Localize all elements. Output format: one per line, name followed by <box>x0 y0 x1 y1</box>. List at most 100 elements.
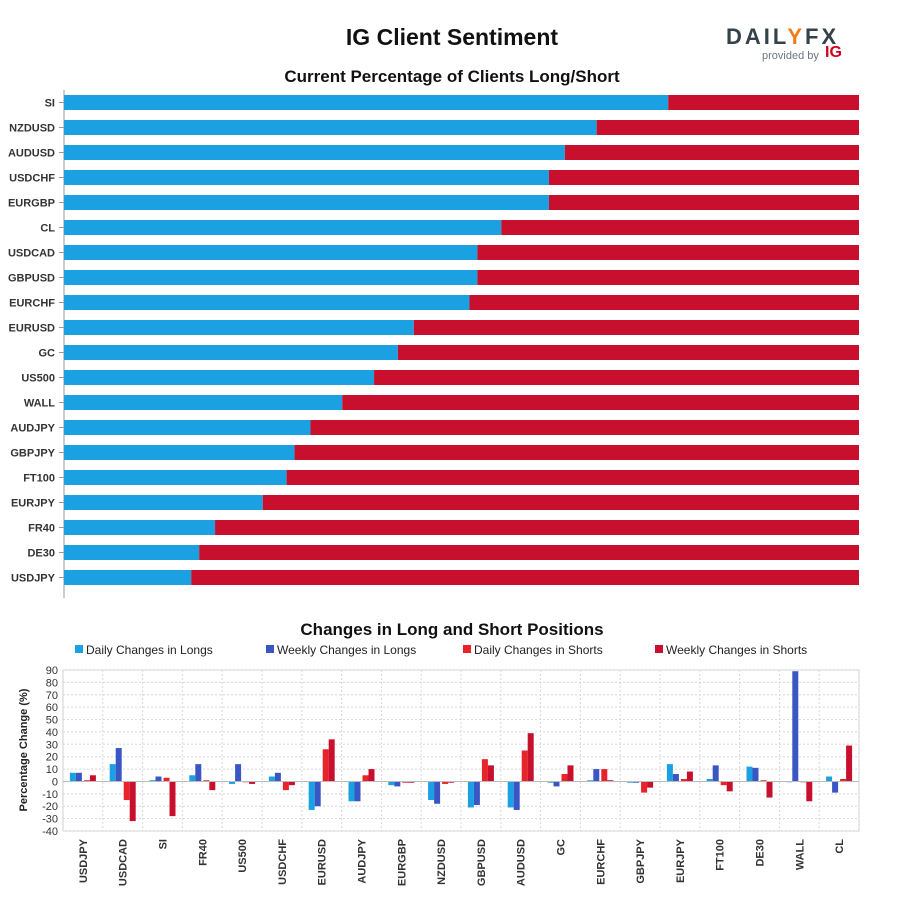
short-bar-nzdusd <box>596 120 859 135</box>
daily-longs-bar-eurchf <box>587 780 594 782</box>
daily-shorts-bar-fr40 <box>203 780 210 782</box>
y-axis-label: Percentage Change (%) <box>18 688 30 811</box>
weekly-shorts-bar-ft100 <box>726 781 733 792</box>
weekly-shorts-bar-eurusd <box>328 739 335 782</box>
x-tick-label-eurchf: EURCHF <box>595 839 607 885</box>
y-tick-label-usdcad: USDCAD <box>8 248 55 260</box>
weekly-shorts-bar-de30 <box>766 781 773 798</box>
daily-longs-bar-gc <box>547 781 554 783</box>
short-bar-audjpy <box>310 420 859 435</box>
weekly-longs-bar-us500 <box>235 764 242 782</box>
y-tick-label-gc: GC <box>39 348 56 360</box>
x-tick-label-nzdusd: NZDUSD <box>436 839 448 885</box>
short-bar-audusd <box>564 145 859 160</box>
logo-provided-by: provided by <box>762 50 819 62</box>
daily-longs-bar-audjpy <box>348 781 355 802</box>
daily-longs-bar-usdcad <box>109 764 116 782</box>
long-bar-fr40 <box>64 520 216 535</box>
long-bar-eurjpy <box>64 495 263 510</box>
long-bar-nzdusd <box>64 120 597 135</box>
daily-shorts-bar-eurjpy <box>680 778 687 782</box>
daily-shorts-bar-gbpusd <box>481 759 488 782</box>
long-bar-eurchf <box>64 295 470 310</box>
legend-label-weekly-shorts: Weekly Changes in Shorts <box>666 643 807 657</box>
daily-longs-bar-gbpjpy <box>627 781 634 783</box>
sentiment-chart-title: Current Percentage of Clients Long/Short <box>284 67 620 86</box>
x-tick-label-gbpjpy: GBPJPY <box>635 838 647 883</box>
daily-shorts-bar-gc <box>561 774 568 782</box>
x-tick-label-us500: US500 <box>237 839 249 873</box>
weekly-longs-bar-gbpjpy <box>633 781 640 783</box>
y-tick-label-usdchf: USDCHF <box>9 173 55 185</box>
short-bar-us500 <box>374 370 859 385</box>
y-tick-label-ft100: FT100 <box>23 473 55 485</box>
weekly-longs-bar-cl <box>832 781 839 793</box>
y-tick-label: -10 <box>42 789 58 801</box>
daily-longs-bar-eurjpy <box>666 764 673 782</box>
daily-longs-bar-eurusd <box>308 781 315 810</box>
y-tick-label: 60 <box>46 702 58 714</box>
y-tick-label-us500: US500 <box>21 373 55 385</box>
daily-longs-bar-usdchf <box>268 776 275 782</box>
daily-shorts-bar-usdchf <box>282 781 289 791</box>
y-tick-label-eurjpy: EURJPY <box>11 498 56 510</box>
y-tick-label: -30 <box>42 814 58 826</box>
legend-swatch-daily-shorts <box>463 645 471 653</box>
weekly-shorts-bar-usdcad <box>129 781 136 822</box>
dailyfx-logo: DAILYFX provided by IG <box>724 24 848 68</box>
weekly-longs-bar-eurusd <box>314 781 321 807</box>
short-bar-si <box>668 95 859 110</box>
y-tick-label: 0 <box>52 776 58 788</box>
short-bar-wall <box>342 395 859 410</box>
daily-shorts-bar-gbpjpy <box>641 781 648 793</box>
short-bar-fr40 <box>215 520 860 535</box>
short-bar-eurgbp <box>548 195 859 210</box>
weekly-longs-bar-ft100 <box>712 765 719 782</box>
changes-chart-title: Changes in Long and Short Positions <box>300 620 604 639</box>
long-bar-audjpy <box>64 420 311 435</box>
short-bar-eurjpy <box>262 495 859 510</box>
daily-longs-bar-si <box>149 780 156 782</box>
x-tick-label-wall: WALL <box>794 839 806 870</box>
weekly-longs-bar-eurjpy <box>672 774 679 782</box>
daily-longs-bar-cl <box>826 776 833 782</box>
daily-shorts-bar-audusd <box>521 750 528 782</box>
weekly-shorts-bar-us500 <box>249 781 256 784</box>
y-tick-label-audusd: AUDUSD <box>8 148 55 160</box>
x-tick-label-ft100: FT100 <box>715 839 727 871</box>
long-bar-cl <box>64 220 502 235</box>
daily-shorts-bar-usdcad <box>123 781 130 801</box>
weekly-shorts-bar-eurgbp <box>408 781 415 783</box>
logo-wordmark: DAILYFX <box>726 24 840 49</box>
weekly-shorts-bar-audjpy <box>368 769 375 782</box>
daily-shorts-bar-usdjpy <box>83 780 90 782</box>
short-bar-de30 <box>199 545 859 560</box>
legend-label-weekly-longs: Weekly Changes in Longs <box>277 643 416 657</box>
short-bar-gbpusd <box>477 270 859 285</box>
long-bar-usdcad <box>64 245 478 260</box>
weekly-longs-bar-gbpusd <box>473 781 480 805</box>
weekly-longs-bar-wall <box>792 671 799 782</box>
daily-longs-bar-audusd <box>507 781 514 808</box>
x-tick-label-de30: DE30 <box>755 839 767 867</box>
short-bar-usdchf <box>548 170 859 185</box>
long-bar-audusd <box>64 145 565 160</box>
short-bar-eurchf <box>469 295 859 310</box>
y-tick-label: 50 <box>46 715 58 727</box>
long-bar-gbpusd <box>64 270 478 285</box>
weekly-shorts-bar-usdchf <box>288 781 295 786</box>
weekly-shorts-bar-wall <box>806 781 813 802</box>
y-tick-label: 80 <box>46 677 58 689</box>
daily-longs-bar-de30 <box>746 766 753 782</box>
daily-longs-bar-eurgbp <box>388 781 395 786</box>
long-bar-wall <box>64 395 343 410</box>
x-tick-label-usdchf: USDCHF <box>277 839 289 885</box>
weekly-shorts-bar-usdjpy <box>89 775 96 782</box>
legend-label-daily-shorts: Daily Changes in Shorts <box>474 643 603 657</box>
weekly-shorts-bar-gc <box>567 765 574 782</box>
y-tick-label: 30 <box>46 739 58 751</box>
daily-longs-bar-fr40 <box>189 775 196 782</box>
sentiment-bar-chart: SI NZDUSD AUDUSD USDCHF EURGBP CL USDCAD GBPUSD… <box>8 90 860 598</box>
daily-shorts-bar-eurusd <box>322 749 329 782</box>
